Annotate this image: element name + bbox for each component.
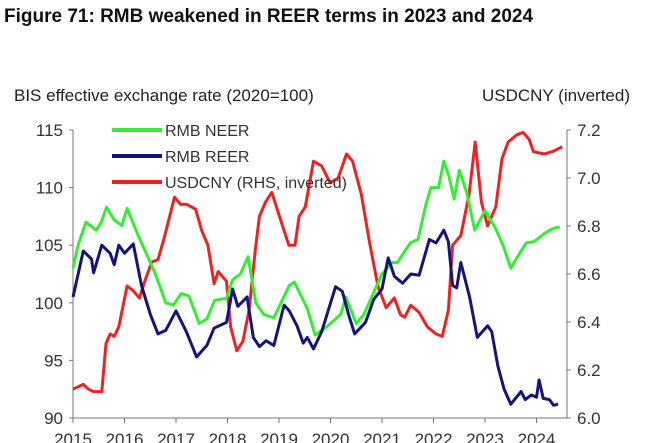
x-tick-label: 2016 (106, 430, 144, 443)
x-tick-label: 2015 (54, 430, 92, 443)
left-tick-label: 100 (35, 294, 63, 313)
x-tick-label: 2022 (415, 430, 453, 443)
right-axis-label: USDCNY (inverted) (481, 86, 630, 105)
legend-label: USDCNY (RHS, inverted) (165, 175, 347, 192)
left-tick-label: 105 (35, 236, 63, 255)
left-tick-label: 115 (36, 121, 63, 140)
left-tick-label: 90 (44, 409, 63, 428)
right-tick-label: 6.0 (577, 409, 601, 428)
right-tick-label: 6.6 (577, 265, 601, 284)
right-tick-label: 6.8 (577, 217, 601, 236)
chart-title: Figure 71: RMB weakened in REER terms in… (4, 6, 534, 27)
right-tick-label: 7.2 (577, 121, 601, 140)
legend-label: RMB NEER (165, 123, 249, 140)
series-line-rmb-reer (71, 228, 559, 407)
left-tick-label: 95 (44, 351, 63, 370)
x-tick-label: 2024 (518, 430, 556, 443)
left-tick-label: 110 (36, 179, 63, 198)
x-tick-label: 2018 (209, 430, 247, 443)
x-tick-label: 2023 (466, 430, 504, 443)
x-tick-label: 2017 (157, 430, 195, 443)
legend-label: RMB REER (165, 149, 249, 166)
right-tick-label: 6.4 (577, 313, 601, 332)
left-axis-label: BIS effective exchange rate (2020=100) (14, 86, 314, 105)
right-tick-label: 7.0 (577, 169, 601, 188)
x-tick-label: 2019 (260, 430, 298, 443)
right-tick-label: 6.2 (577, 361, 601, 380)
series-line-usdcny-rhs-inverted- (72, 130, 563, 394)
x-tick-label: 2020 (312, 430, 350, 443)
x-tick-label: 2021 (363, 430, 401, 443)
